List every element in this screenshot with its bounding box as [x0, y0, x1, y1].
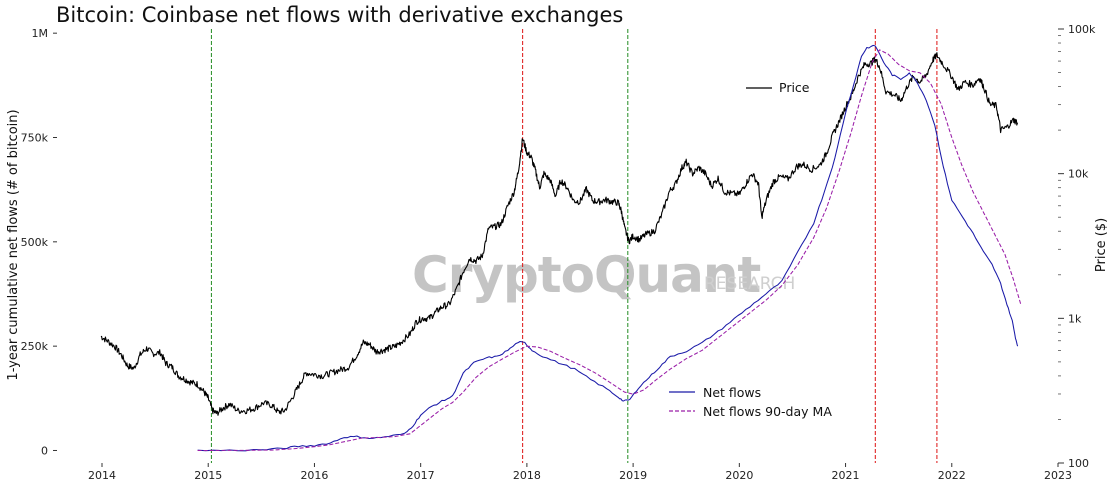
- y-axis: 0 250k 500k 750k 1M: [21, 27, 57, 457]
- y-tick-label-4: 1M: [32, 27, 49, 40]
- y2-tick-label-1: 1k: [1068, 312, 1082, 325]
- x-tick-label-5: 2019: [619, 469, 647, 482]
- y2-tick-label-3: 100k: [1068, 23, 1096, 36]
- watermark-brand: CryptoQuant: [412, 246, 760, 304]
- x-tick-label-4: 2018: [513, 469, 541, 482]
- series-layer: [100, 44, 1022, 452]
- y-tick-label-3: 750k: [21, 132, 49, 145]
- vertical-marker-lines: [210, 29, 938, 463]
- y-axis-title: 1-year cumulative net flows (# of bitcoi…: [6, 109, 21, 380]
- x-tick-label-3: 2017: [407, 469, 435, 482]
- series-line-price: [100, 52, 1019, 416]
- x-tick-label-8: 2022: [938, 469, 966, 482]
- x-tick-label-1: 2015: [194, 469, 222, 482]
- y-tick-label-2: 500k: [21, 236, 49, 249]
- legend-netflows-ma-label: Net flows 90-day MA: [703, 404, 832, 419]
- y2-axis-title: Price ($): [1094, 218, 1109, 272]
- x-tick-label-2: 2016: [300, 469, 328, 482]
- legend-flows: Net flows Net flows 90-day MA: [669, 385, 832, 419]
- x-tick-label-9: 2023: [1044, 469, 1072, 482]
- y2-tick-label-0: 100: [1068, 457, 1089, 470]
- legend-price-label: Price: [779, 80, 810, 95]
- series-line-net-flows-90-day-ma: [197, 49, 1022, 452]
- y2-tick-label-2: 10k: [1068, 168, 1089, 181]
- legend-price: Price: [746, 80, 810, 95]
- chart-title: Bitcoin: Coinbase net flows with derivat…: [56, 3, 623, 27]
- y-tick-label-0: 0: [41, 444, 48, 457]
- series-line-net-flows: [197, 44, 1019, 452]
- y-tick-label-1: 250k: [21, 340, 49, 353]
- watermark-tag: RESEARCH: [704, 274, 795, 294]
- legend-netflows-label: Net flows: [703, 385, 761, 400]
- x-axis: 2014 2015 2016 2017 2018 2019 2020 2021 2022 2023: [88, 463, 1072, 482]
- x-tick-label-0: 2014: [88, 469, 116, 482]
- x-tick-label-7: 2021: [832, 469, 860, 482]
- watermark: CryptoQuant RESEARCH: [412, 246, 795, 304]
- y2-axis: 100 1k 10k 100k: [1058, 23, 1096, 470]
- x-tick-label-6: 2020: [725, 469, 753, 482]
